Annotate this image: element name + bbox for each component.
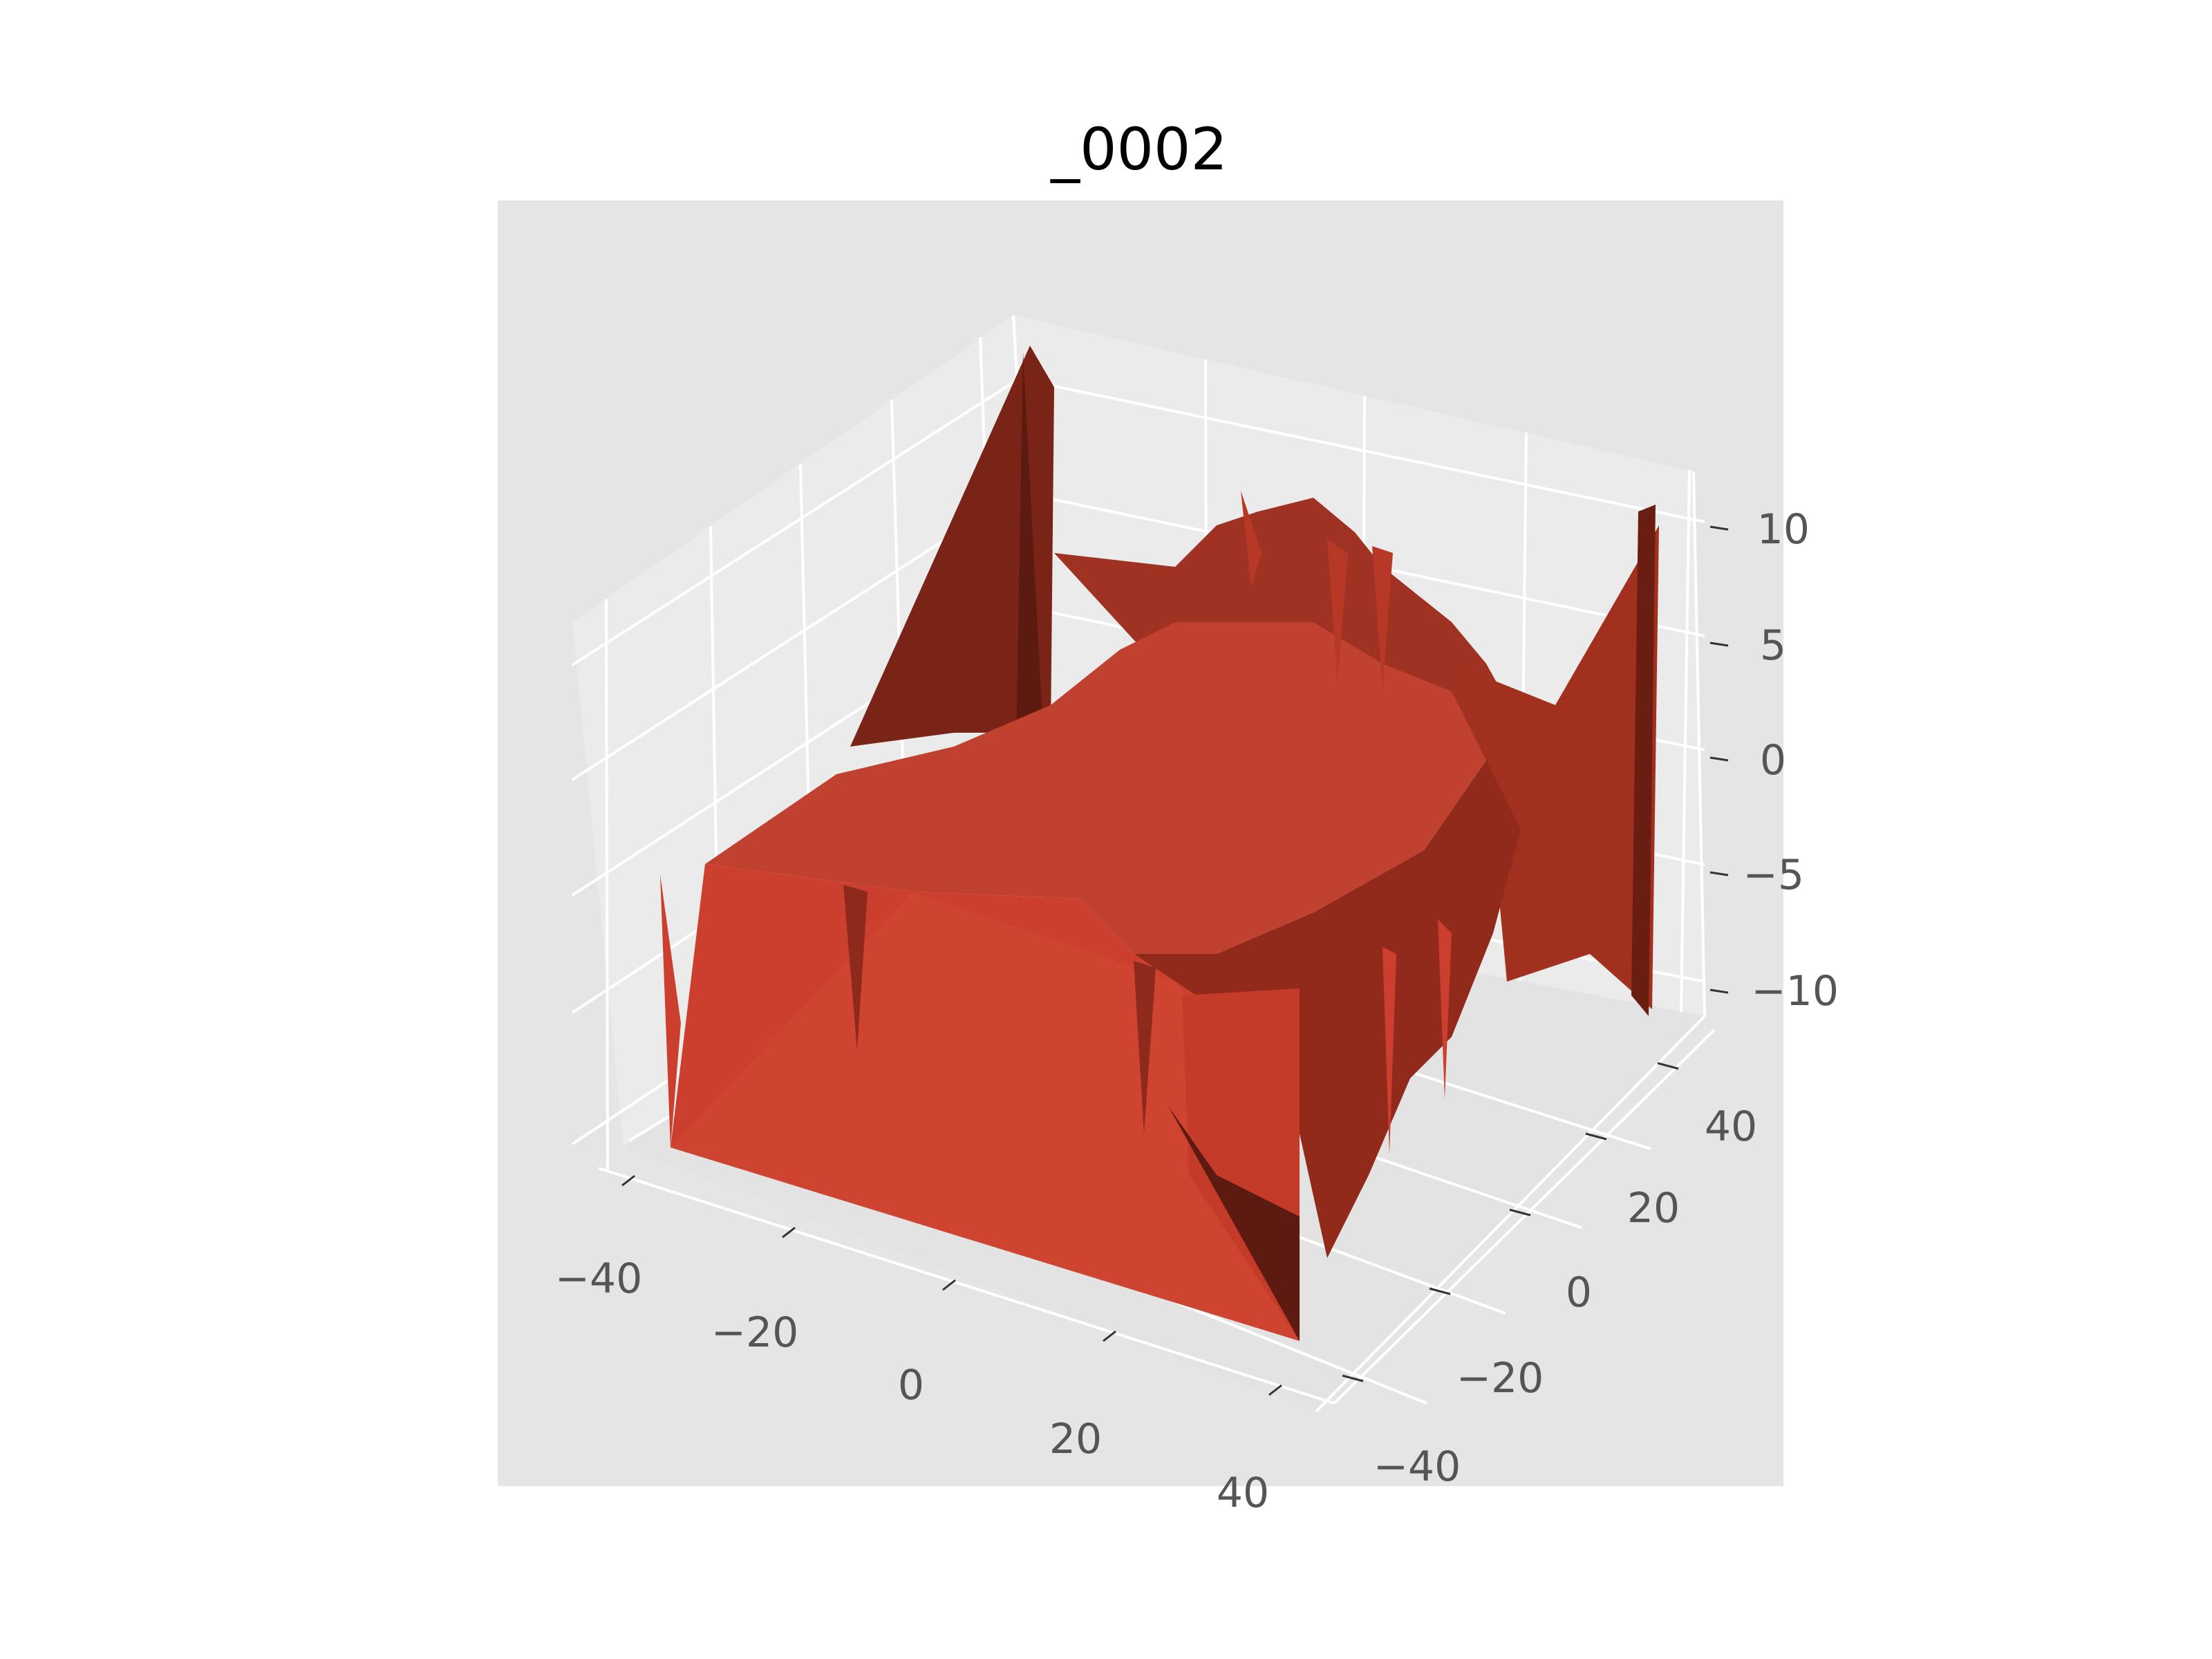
x-tick-label: 20 xyxy=(1049,1415,1102,1463)
surface-back-left-spike xyxy=(1016,353,1044,747)
axis-lines xyxy=(598,471,1716,1405)
x-tick-label: −40 xyxy=(555,1255,643,1303)
surface xyxy=(660,346,1659,1341)
surface-right-spike-2 xyxy=(1438,919,1452,1099)
surface-left-spike xyxy=(660,874,681,1147)
tick-marks xyxy=(621,525,1729,1396)
z-tick-labels: −10 −5 0 5 10 xyxy=(1743,505,1839,1015)
surface-back-left-wall xyxy=(850,346,1054,747)
x-tick-label: 0 xyxy=(898,1361,924,1409)
z-tick-label: 0 xyxy=(1760,736,1786,785)
surface-back-right-spike xyxy=(1631,505,1656,1016)
surface-right-spike-1 xyxy=(1382,947,1396,1154)
y-tick-label: 0 xyxy=(1566,1268,1592,1317)
z-tick-label: 10 xyxy=(1757,505,1810,554)
chart-title: _0002 xyxy=(1050,115,1228,183)
surface-plateau xyxy=(705,622,1486,954)
y-tick-labels: −40 −20 0 20 40 xyxy=(1374,1103,1757,1491)
z-tick-label: −10 xyxy=(1751,967,1839,1015)
surface-right-dark-face xyxy=(1168,1106,1300,1341)
x-tick-label: −20 xyxy=(711,1309,799,1357)
y-tick-label: 40 xyxy=(1705,1103,1757,1151)
surface-right-edge xyxy=(1134,760,1521,1258)
x-tick-labels: −40 −20 0 20 40 xyxy=(555,1255,1269,1517)
surface-back-spike-1 xyxy=(1241,491,1262,588)
x-tick-label: 40 xyxy=(1217,1469,1269,1517)
y-tick-label: −20 xyxy=(1456,1354,1544,1403)
y-tick-label: −40 xyxy=(1374,1443,1461,1491)
surface-front-spike-1 xyxy=(843,885,868,1051)
surface-back-spike-2 xyxy=(1327,539,1348,684)
surface-back-spike-3 xyxy=(1372,546,1393,691)
surface-front-spike-2 xyxy=(1134,961,1156,1134)
y-tick-label: 20 xyxy=(1627,1184,1680,1232)
z-tick-label: 5 xyxy=(1760,621,1786,670)
z-tick-label: −5 xyxy=(1743,851,1804,899)
